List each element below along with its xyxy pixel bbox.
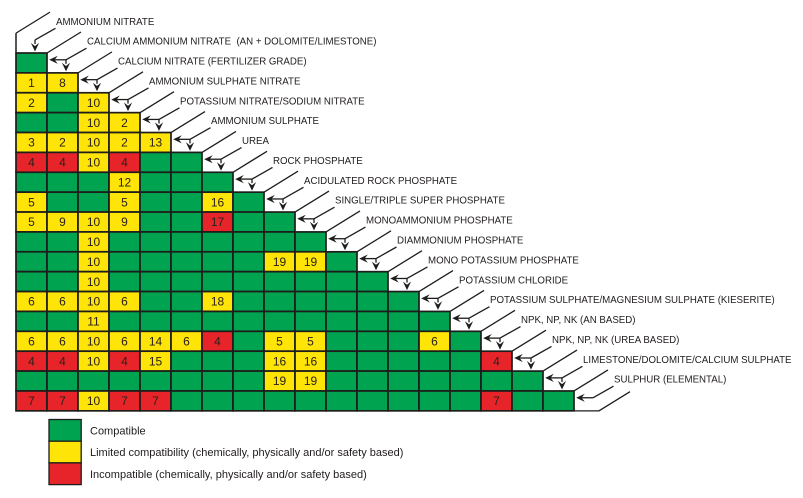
svg-text:6: 6 [183,334,190,348]
svg-text:MONO POTASSIUM PHOSPHATE: MONO POTASSIUM PHOSPHATE [428,255,579,266]
svg-text:16: 16 [211,195,225,209]
svg-text:10: 10 [87,96,101,110]
svg-text:14: 14 [149,334,163,348]
svg-text:4: 4 [28,156,35,170]
svg-text:NPK, NP, NK (UREA BASED): NPK, NP, NK (UREA BASED) [552,335,679,346]
svg-text:10: 10 [87,156,101,170]
svg-text:CALCIUM NITRATE (FERTILIZER GR: CALCIUM NITRATE (FERTILIZER GRADE) [118,57,307,68]
svg-text:10: 10 [87,255,101,269]
svg-text:11: 11 [87,315,100,329]
svg-text:10: 10 [87,354,101,368]
svg-text:SINGLE/TRIPLE SUPER PHOSPHATE: SINGLE/TRIPLE SUPER PHOSPHATE [335,196,505,207]
svg-text:Compatible: Compatible [90,425,146,437]
svg-text:6: 6 [59,334,66,348]
svg-text:16: 16 [304,354,318,368]
svg-text:AMMONIUM NITRATE: AMMONIUM NITRATE [56,17,155,28]
svg-text:4: 4 [121,156,128,170]
svg-text:6: 6 [121,295,128,309]
svg-text:Incompatible (chemically, phys: Incompatible (chemically, physically and… [90,469,367,481]
svg-text:19: 19 [304,374,318,388]
svg-text:17: 17 [211,215,225,229]
svg-text:POTASSIUM NITRATE/SODIUM NITRA: POTASSIUM NITRATE/SODIUM NITRATE [180,96,365,107]
svg-text:3: 3 [28,136,35,150]
svg-text:2: 2 [28,96,35,110]
svg-text:10: 10 [87,235,101,249]
svg-text:6: 6 [121,334,128,348]
svg-text:7: 7 [121,394,128,408]
svg-text:5: 5 [28,195,35,209]
svg-text:5: 5 [28,215,35,229]
svg-text:4: 4 [59,354,66,368]
svg-text:18: 18 [211,295,225,309]
svg-text:4: 4 [214,334,221,348]
svg-text:4: 4 [28,354,35,368]
svg-text:6: 6 [59,295,66,309]
svg-text:6: 6 [28,334,35,348]
svg-text:6: 6 [28,295,35,309]
svg-text:MONOAMMONIUM PHOSPHATE: MONOAMMONIUM PHOSPHATE [366,216,513,227]
svg-text:5: 5 [307,334,314,348]
svg-text:ROCK PHOSPHATE: ROCK PHOSPHATE [273,156,363,167]
svg-text:AMMONIUM SULPHATE NITRATE: AMMONIUM SULPHATE NITRATE [149,76,301,87]
svg-text:7: 7 [59,394,66,408]
svg-text:CALCIUM AMMONIUM NITRATE (AN: CALCIUM AMMONIUM NITRATE (AN + DOLOMITE/… [87,37,376,48]
svg-text:4: 4 [121,354,128,368]
svg-text:16: 16 [273,354,287,368]
svg-text:10: 10 [87,275,101,289]
svg-text:15: 15 [149,354,163,368]
svg-text:2: 2 [121,116,128,130]
svg-text:6: 6 [431,334,438,348]
svg-text:POTASSIUM SULPHATE/MAGNESIUM S: POTASSIUM SULPHATE/MAGNESIUM SULPHATE (K… [490,295,775,306]
svg-text:5: 5 [121,195,128,209]
svg-text:9: 9 [59,215,66,229]
svg-text:AMMONIUM SULPHATE: AMMONIUM SULPHATE [211,116,320,127]
svg-text:13: 13 [149,136,163,150]
svg-text:DIAMMONIUM PHOSPHATE: DIAMMONIUM PHOSPHATE [397,236,524,247]
svg-text:LIMESTONE/DOLOMITE/CALCIUM SUL: LIMESTONE/DOLOMITE/CALCIUM SULPHATE [583,355,792,366]
svg-text:SULPHUR (ELEMENTAL): SULPHUR (ELEMENTAL) [614,375,726,386]
svg-text:4: 4 [493,354,500,368]
svg-text:9: 9 [121,215,128,229]
svg-text:ACIDULATED ROCK PHOSPHATE: ACIDULATED ROCK PHOSPHATE [304,176,458,187]
svg-text:10: 10 [87,136,101,150]
svg-text:7: 7 [152,394,159,408]
svg-text:1: 1 [28,76,35,90]
svg-text:2: 2 [59,136,66,150]
svg-text:19: 19 [273,374,287,388]
svg-text:10: 10 [87,394,101,408]
svg-text:Limited compatibility (chemica: Limited compatibility (chemically, physi… [90,447,403,459]
svg-text:10: 10 [87,215,101,229]
svg-text:4: 4 [59,156,66,170]
svg-text:NPK, NP, NK (AN BASED): NPK, NP, NK (AN BASED) [521,315,635,326]
svg-text:UREA: UREA [242,136,269,147]
svg-text:7: 7 [28,394,35,408]
svg-text:12: 12 [118,175,132,189]
svg-text:2: 2 [121,136,128,150]
svg-text:POTASSIUM CHLORIDE: POTASSIUM CHLORIDE [459,275,569,286]
svg-text:10: 10 [87,116,101,130]
svg-text:19: 19 [273,255,287,269]
svg-text:8: 8 [59,76,66,90]
svg-text:5: 5 [276,334,283,348]
svg-text:7: 7 [493,394,500,408]
svg-text:10: 10 [87,334,101,348]
svg-text:19: 19 [304,255,318,269]
svg-text:10: 10 [87,295,101,309]
